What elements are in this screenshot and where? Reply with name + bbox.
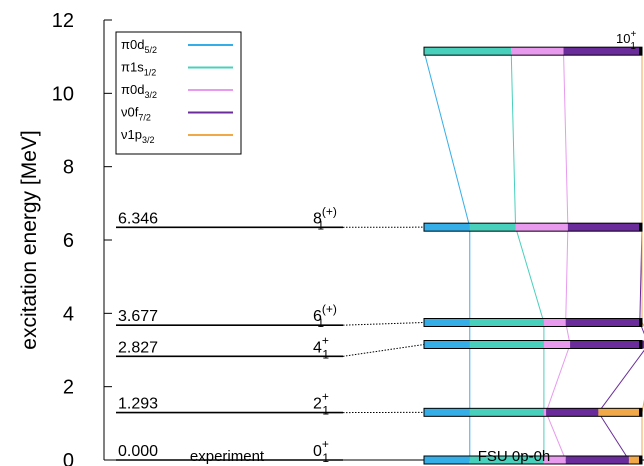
occupation-segment: [424, 318, 470, 327]
experiment-energy-label: 1.293: [118, 396, 158, 413]
experiment-spin-label: 4+ 1: [313, 333, 329, 361]
orbital-trace: [545, 412, 567, 461]
occupation-segment: [598, 408, 642, 417]
occupation-segment: [628, 456, 642, 464]
theory-level-end: [639, 318, 642, 327]
legend-entry-label: π0d3/2: [121, 82, 157, 100]
occupation-segment: [469, 456, 544, 464]
theory-level-end: [639, 408, 642, 417]
orbital-trace: [597, 349, 644, 413]
legend-box: [115, 31, 242, 155]
occupation-segment: [469, 223, 516, 232]
legend-entry-label: π0d5/2: [121, 37, 157, 55]
occupation-segment: [469, 340, 544, 349]
occupation-segment: [565, 456, 629, 464]
occupation-segment: [469, 318, 544, 327]
y-tick-label: 10: [52, 83, 74, 105]
experiment-energy-label: 0.000: [118, 443, 158, 460]
occupation-segment: [570, 340, 644, 349]
orbital-trace: [515, 227, 545, 323]
y-tick-label: 6: [63, 230, 74, 252]
x-label-theory: FSU 0p-0h: [478, 448, 551, 465]
y-tick-label: 8: [63, 157, 74, 179]
y-tick-label: 4: [63, 303, 74, 325]
occupation-segment: [515, 223, 568, 232]
occupation-segment: [469, 408, 544, 417]
occupation-segment: [511, 47, 564, 56]
theory-level-end: [639, 47, 642, 56]
theory-level-end: [639, 456, 642, 464]
experiment-energy-label: 6.346: [118, 210, 158, 227]
legend-entry-label: ν1p3/2: [121, 127, 154, 145]
experiment-spin-label: 6(+) 1: [313, 302, 337, 330]
occupation-segment: [565, 318, 640, 327]
orbital-trace: [423, 51, 471, 228]
level-connector: [342, 344, 425, 357]
y-tick-label: 2: [63, 377, 74, 399]
orbital-trace: [597, 412, 630, 461]
occupation-segment: [424, 456, 470, 464]
level-connector: [342, 322, 425, 326]
orbital-trace: [545, 344, 571, 413]
occupation-segment: [563, 47, 642, 56]
y-tick-label: 12: [52, 10, 74, 32]
y-tick-label: 0: [63, 450, 74, 466]
occupation-segment: [543, 456, 566, 464]
orbital-trace: [510, 51, 517, 228]
experiment-energy-label: 2.827: [118, 339, 158, 356]
x-label-experiment: experiment: [190, 448, 265, 465]
theory-level-end: [639, 340, 642, 349]
occupation-segment: [546, 408, 599, 417]
orbital-trace: [565, 227, 569, 323]
legend-entry-label: ν0f7/2: [121, 105, 151, 123]
experiment-spin-label: 8(+) 1: [313, 204, 337, 232]
occupation-segment: [424, 408, 470, 417]
legend-entry-label: π1s1/2: [121, 60, 156, 78]
theory-spin-label: 10+ 1: [616, 29, 636, 52]
occupation-segment: [424, 223, 470, 232]
occupation-segment: [567, 223, 642, 232]
experiment-energy-label: 3.677: [118, 308, 158, 325]
theory-level-end: [639, 223, 642, 232]
occupation-segment: [424, 340, 470, 349]
occupation-segment: [543, 408, 547, 417]
legend: π0d5/2 π1s1/2 π0d3/2 ν0f7/2 ν1p3/2: [115, 31, 242, 155]
experiment-spin-label: 0+ 1: [313, 437, 329, 465]
level-connectors: [342, 51, 644, 461]
orbital-trace: [563, 51, 569, 228]
y-axis-label: excitation energy [MeV]: [18, 130, 41, 349]
experiment-spin-label: 2+ 1: [313, 390, 329, 418]
experiment-levels: 0.000 0+ 1 1.293 2+ 1 2.827 4+ 1 3.677 6(+) 1 6.346 8…: [116, 204, 343, 465]
theory-levels: 10+ 1: [423, 29, 644, 465]
occupation-segment: [543, 318, 566, 327]
occupation-segment: [424, 47, 512, 56]
occupation-segment: [543, 340, 571, 349]
